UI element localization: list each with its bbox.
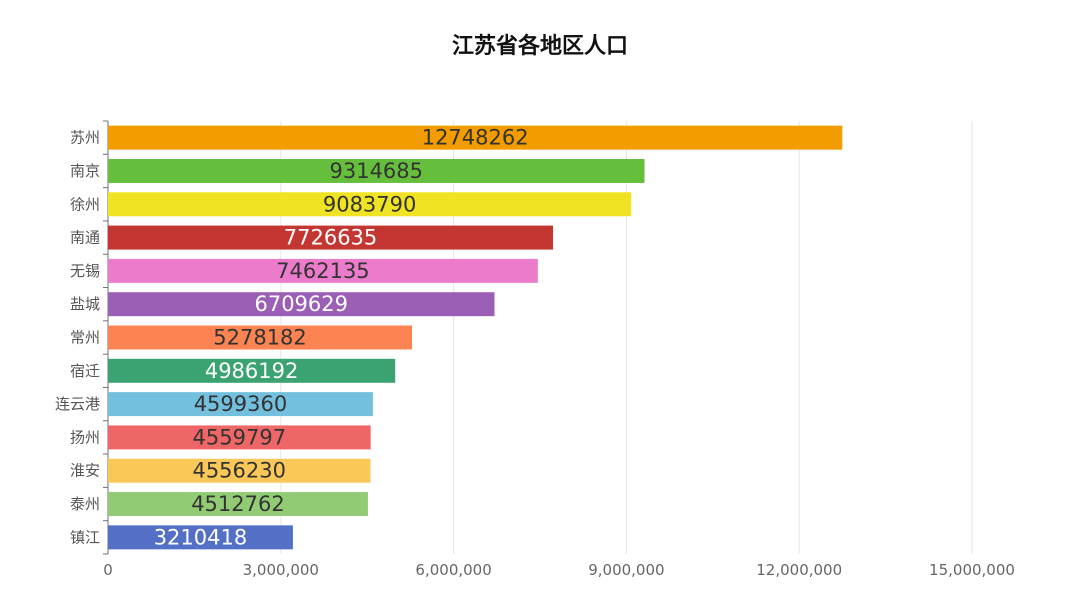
category-label: 无锡 xyxy=(70,262,100,280)
x-tick-label: 0 xyxy=(103,561,113,579)
category-label: 南京 xyxy=(70,162,100,180)
x-tick-label: 9,000,000 xyxy=(588,561,664,579)
category-label: 淮安 xyxy=(70,462,100,480)
bar xyxy=(108,425,371,450)
bar xyxy=(108,458,371,483)
bar-value-label: 6709629 xyxy=(254,292,348,316)
bar-value-label: 12748262 xyxy=(422,126,529,150)
bar-value-label: 4599360 xyxy=(194,392,288,416)
bar-value-label: 9314685 xyxy=(329,159,423,183)
bar xyxy=(108,525,293,550)
category-label: 宿迁 xyxy=(70,362,100,380)
category-label: 南通 xyxy=(70,229,100,247)
bar xyxy=(108,158,645,183)
bar-value-label: 4986192 xyxy=(205,359,299,383)
bar-value-label: 4512762 xyxy=(191,492,285,516)
bar xyxy=(108,258,538,283)
bar-value-label: 3210418 xyxy=(154,525,248,549)
chart-title: 江苏省各地区人口 xyxy=(451,34,628,59)
x-tick-label: 15,000,000 xyxy=(929,561,1015,579)
bar xyxy=(108,225,554,250)
bar xyxy=(108,125,843,150)
x-tick-label: 12,000,000 xyxy=(756,561,842,579)
bar-value-label: 4556230 xyxy=(192,459,286,483)
category-label: 镇江 xyxy=(70,528,100,546)
category-label: 苏州 xyxy=(70,129,100,147)
bar xyxy=(108,392,373,417)
category-label: 徐州 xyxy=(70,195,100,213)
bar xyxy=(108,325,413,350)
bar-value-label: 4559797 xyxy=(193,425,287,449)
category-label: 连云港 xyxy=(55,395,100,413)
x-tick-label: 6,000,000 xyxy=(415,561,491,579)
category-label: 泰州 xyxy=(70,495,100,513)
bar xyxy=(108,192,632,217)
bar-value-label: 5278182 xyxy=(213,326,307,350)
bar-value-label: 7726635 xyxy=(284,226,378,250)
bar-value-label: 9083790 xyxy=(323,192,417,216)
bar xyxy=(108,292,495,317)
bar xyxy=(108,358,396,383)
category-label: 常州 xyxy=(70,329,100,347)
category-label: 扬州 xyxy=(70,428,100,446)
bar-value-label: 7462135 xyxy=(276,259,370,283)
bar xyxy=(108,492,368,517)
category-label: 盐城 xyxy=(70,295,100,313)
x-tick-label: 3,000,000 xyxy=(243,561,319,579)
